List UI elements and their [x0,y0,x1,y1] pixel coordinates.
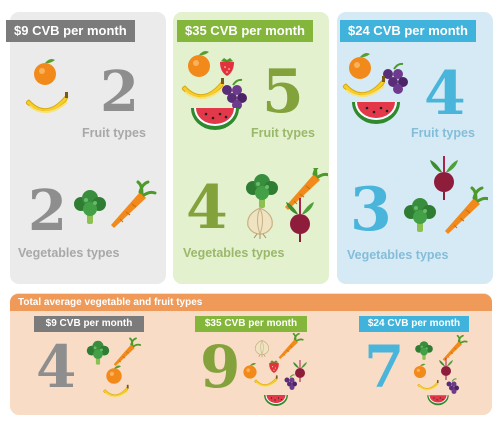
grapes-icon [284,374,298,391]
plan-24-header: $24 CVB per month [340,20,476,42]
broccoli-icon [415,341,433,360]
carrot-icon [441,334,468,362]
total-plan-9-number: 4 [36,333,77,401]
carrot-icon [283,168,328,212]
total-plan-24-tag: $24 CVB per month [359,316,469,332]
total-plan-9-tag: $9 CVB per month [34,316,144,332]
beet-icon [429,156,459,201]
plan-24-panel [337,12,493,284]
banana-icon [102,384,130,398]
total-plan-24-art [413,334,468,406]
banana-icon [342,75,386,98]
orange-icon [413,363,427,379]
plan-9-fruit-art [25,59,69,114]
banana-icon [417,379,439,391]
watermelon-icon [352,102,400,124]
orange-icon [106,365,122,384]
plan-9-fruit-count: 2 [100,59,139,125]
plan-35-veg-count: 4 [186,173,228,243]
carrot-icon [109,180,157,230]
plan-35-veg-art [246,168,328,243]
onion-icon [254,339,270,358]
beet-icon [285,197,315,243]
grapes-icon [221,78,248,111]
banana-icon [254,374,279,388]
strawberry-icon [269,360,279,373]
plan-24-veg-label: Vegetables types [347,248,449,262]
plan-35-header: $35 CVB per month [177,20,313,42]
watermelon-icon [191,108,239,130]
grapes-icon [382,62,409,95]
plan-24-fruit-art [342,53,409,124]
total-plan-35-number: 9 [200,333,241,401]
broccoli-icon [74,190,106,224]
total-plan-35-tag: $35 CVB per month [195,316,307,332]
plan-24-veg-count: 3 [350,175,392,245]
plan-35-fruit-label: Fruit types [251,126,315,140]
watermelon-icon [264,395,288,406]
orange-icon [243,363,257,379]
plan-35-veg-label: Vegetables types [183,246,285,260]
carrot-icon [112,337,142,367]
plan-24-veg-art [404,156,488,236]
plan-9-panel [10,12,166,284]
total-plan-35-art [243,332,308,406]
orange-icon [349,53,371,79]
broccoli-icon [246,174,278,208]
plan-9-veg-count: 2 [28,178,67,244]
carrot-icon [277,332,304,360]
total-plan-24-number: 7 [364,333,405,401]
strawberry-icon [220,58,234,76]
orange-icon [188,51,210,77]
banana-icon [181,77,225,100]
watermelon-icon [427,395,449,406]
plan-9-fruit-label: Fruit types [82,126,146,140]
total-title: Total average vegetable and fruit types [10,294,492,311]
plan-35-fruit-count: 5 [262,57,304,127]
plan-35-fruit-art [181,51,248,130]
broccoli-icon [86,340,110,365]
total-plan-9-art [86,337,142,398]
orange-icon [34,59,56,85]
broccoli-icon [404,198,436,232]
plan-9-veg-label: Vegetables types [18,246,120,260]
beet-icon [292,359,308,383]
plan-24-fruit-label: Fruit types [411,126,475,140]
plan-9-header: $9 CVB per month [6,20,135,42]
carrot-icon [443,186,488,236]
plan-9-veg-art [74,180,157,230]
beet-icon [438,357,454,381]
onion-icon [247,207,273,240]
grapes-icon [446,378,460,395]
banana-icon [25,91,69,114]
plan-24-fruit-count: 4 [424,59,466,129]
